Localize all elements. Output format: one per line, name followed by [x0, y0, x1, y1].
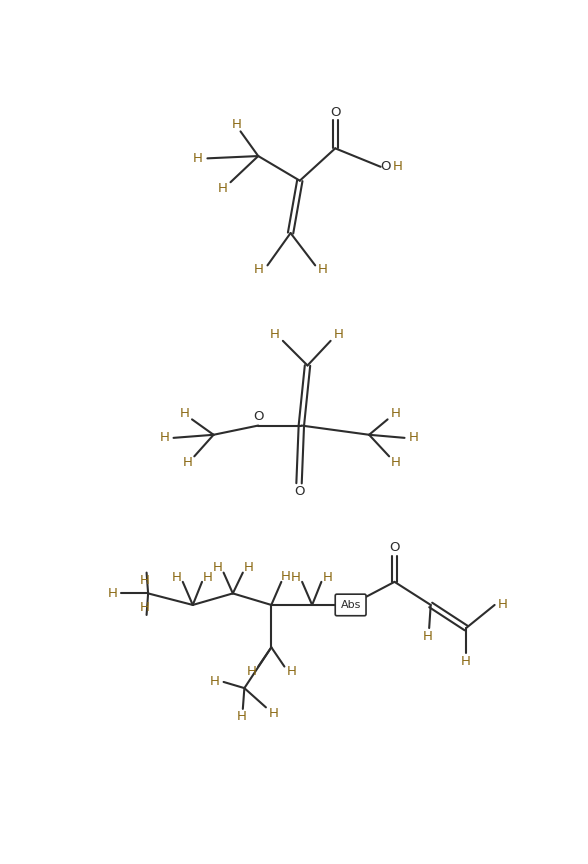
Text: H: H [140, 574, 150, 587]
Text: H: H [323, 571, 332, 584]
Text: H: H [192, 152, 202, 165]
Text: H: H [246, 664, 256, 677]
Text: H: H [236, 710, 246, 723]
Text: H: H [140, 600, 150, 613]
Text: O: O [294, 486, 305, 499]
Text: H: H [291, 571, 301, 584]
Text: H: H [281, 570, 291, 583]
Text: H: H [270, 328, 280, 341]
FancyBboxPatch shape [335, 594, 366, 616]
Text: H: H [172, 571, 182, 584]
Text: H: H [333, 328, 343, 341]
Text: O: O [380, 160, 390, 173]
Text: H: H [108, 587, 118, 600]
Text: H: H [318, 263, 328, 276]
Text: H: H [393, 160, 403, 173]
Text: H: H [218, 182, 228, 195]
Text: H: H [390, 408, 400, 421]
Text: H: H [423, 630, 433, 643]
Text: Abs: Abs [340, 600, 361, 610]
Text: H: H [390, 456, 400, 469]
Text: H: H [232, 118, 242, 131]
Text: H: H [183, 456, 193, 469]
Text: H: H [461, 656, 471, 669]
Text: H: H [203, 571, 213, 584]
Text: H: H [159, 431, 169, 444]
Text: H: H [498, 599, 508, 612]
Text: H: H [179, 408, 189, 421]
Text: O: O [253, 410, 263, 422]
Text: H: H [212, 562, 222, 575]
Text: O: O [330, 105, 340, 118]
Text: H: H [253, 263, 263, 276]
Text: H: H [409, 431, 419, 444]
Text: H: H [269, 707, 279, 720]
Text: O: O [389, 542, 400, 555]
Text: H: H [244, 562, 254, 575]
Text: H: H [210, 676, 220, 689]
Text: H: H [286, 664, 296, 677]
